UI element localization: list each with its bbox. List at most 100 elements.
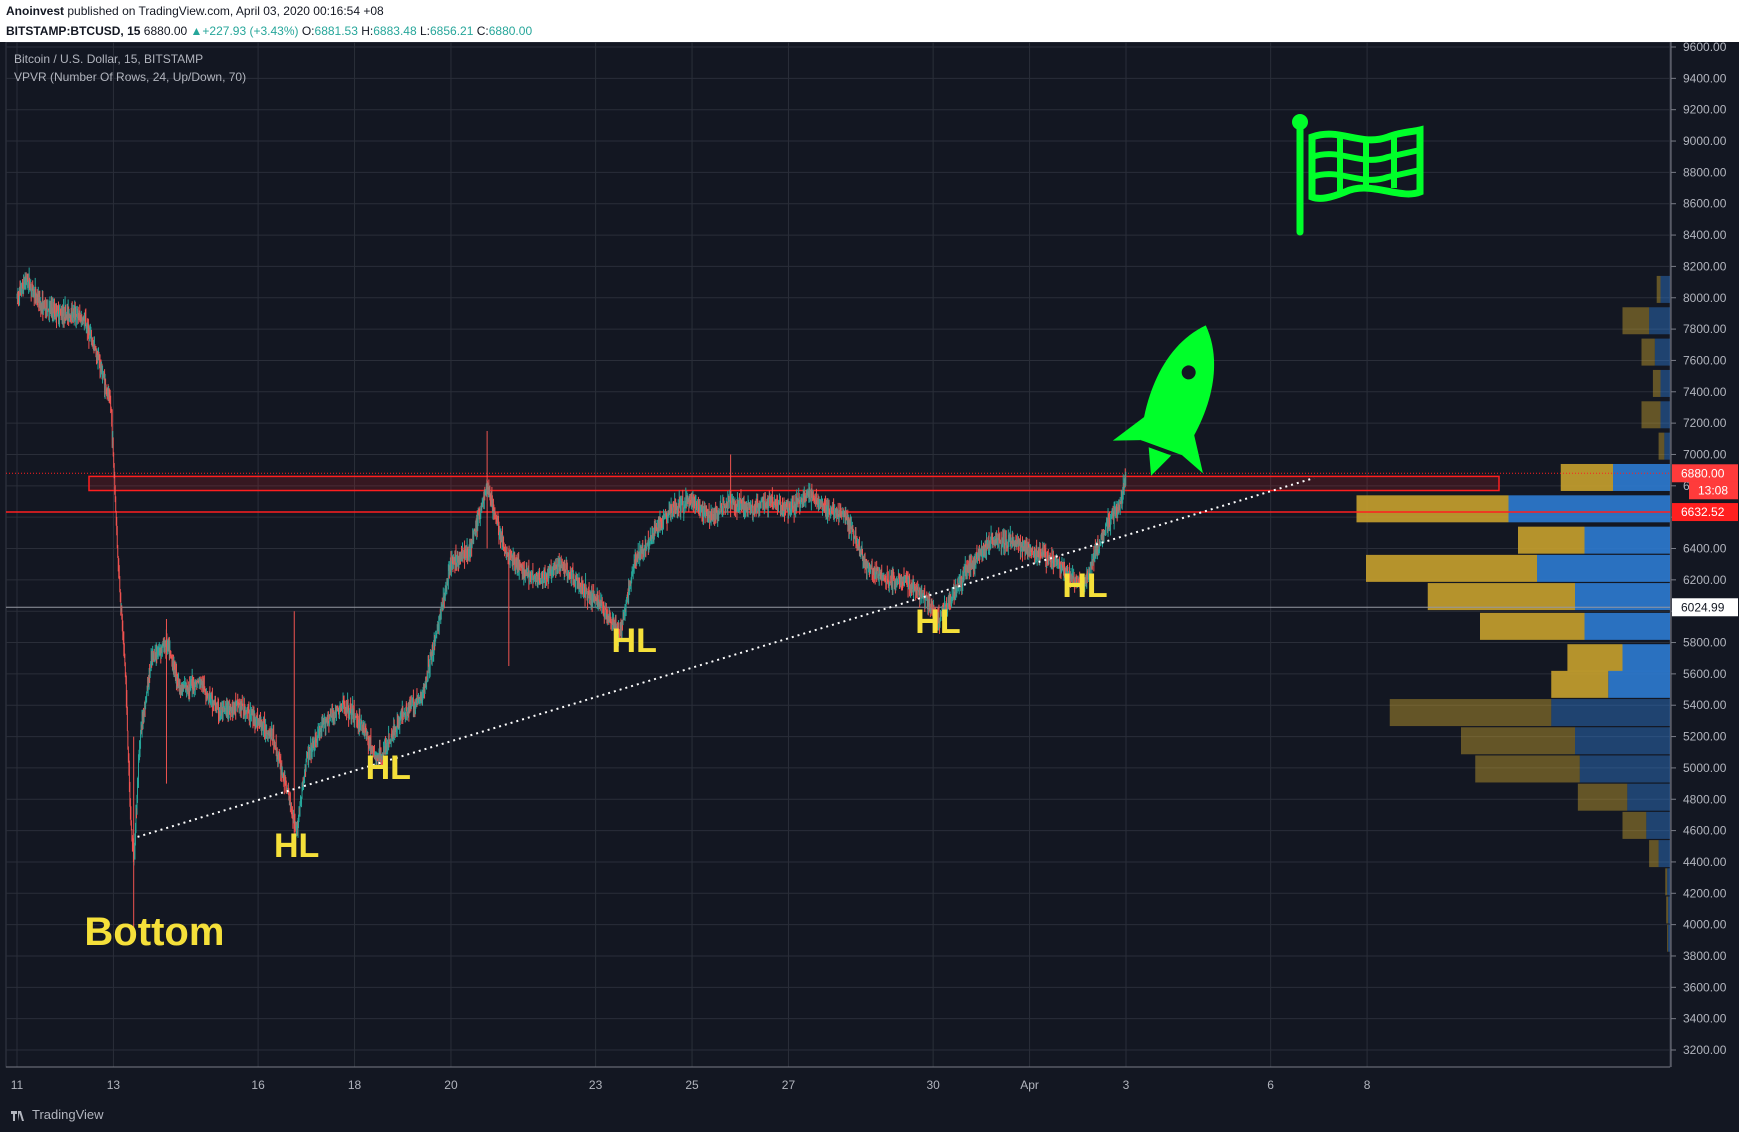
open-label: O:	[301, 24, 315, 38]
volume-profile-up-bar	[1660, 369, 1670, 397]
y-tick-label: 5000.00	[1683, 761, 1727, 775]
volume-profile-up-bar	[1646, 811, 1670, 839]
volume-profile-down-bar	[1641, 401, 1661, 429]
countdown-tag-bg	[1689, 481, 1738, 500]
volume-profile-down-bar	[1649, 840, 1659, 868]
volume-profile-down-bar	[1641, 338, 1655, 366]
y-tick-label: 9400.00	[1683, 71, 1727, 85]
flag-icon	[1292, 114, 1424, 236]
price-change: +227.93 (+3.43%)	[202, 24, 299, 38]
volume-profile-up-bar	[1551, 699, 1670, 727]
trendline[interactable]	[137, 477, 1315, 838]
volume-profile-up-bar	[1627, 783, 1670, 811]
volume-profile-up-bar	[1664, 432, 1670, 460]
volume-profile-down-bar	[1622, 307, 1650, 335]
x-tick-label: 20	[444, 1078, 458, 1092]
author-name[interactable]: Anoinvest	[6, 4, 65, 18]
annotation-label: HL	[915, 603, 960, 641]
x-tick-label: 30	[926, 1078, 940, 1092]
annotation-label: HL	[274, 827, 319, 865]
x-tick-label: 27	[782, 1078, 796, 1092]
volume-profile-down-bar	[1656, 275, 1661, 303]
y-tick-label: 9000.00	[1683, 134, 1727, 148]
x-tick-label: Apr	[1020, 1078, 1039, 1092]
y-tick-label: 4800.00	[1683, 792, 1727, 806]
y-tick-label: 7800.00	[1683, 322, 1727, 336]
crosshair-price-tag-bg	[1672, 598, 1738, 617]
volume-profile-up-bar	[1667, 868, 1670, 896]
volume-profile-up-bar	[1579, 755, 1670, 783]
price-chart[interactable]: 9600.00 9400.00 9200.00 9000.00 8800.00 8600.…	[0, 40, 1739, 1107]
y-tick-label: 6200.00	[1683, 573, 1727, 587]
chart-legend-indicator[interactable]: VPVR (Number Of Rows, 24, Up/Down, 70)	[14, 70, 247, 84]
volume-profile-down-bar	[1480, 612, 1585, 640]
y-tick-label: 8200.00	[1683, 259, 1727, 273]
volume-profile-down-bar	[1622, 811, 1647, 839]
volume-profile-up-bar	[1660, 401, 1670, 429]
close-value: 6880.00	[488, 24, 533, 38]
y-tick-label: 8400.00	[1683, 228, 1727, 242]
y-tick-label: 9200.00	[1683, 103, 1727, 117]
y-tick-label: 7600.00	[1683, 353, 1727, 367]
symbol-name: BITSTAMP:BTCUSD, 15	[6, 24, 141, 38]
low-value: 6856.21	[430, 24, 474, 38]
high-value: 6883.48	[373, 24, 417, 38]
volume-profile-down-bar	[1577, 783, 1628, 811]
y-tick-label: 5600.00	[1683, 667, 1727, 681]
volume-profile-up-bar	[1658, 840, 1670, 868]
x-tick-label: 25	[685, 1078, 699, 1092]
volume-profile-up-bar	[1508, 495, 1670, 523]
y-tick-label: 3200.00	[1683, 1043, 1727, 1057]
y-tick-label: 3400.00	[1683, 1012, 1727, 1026]
y-tick-label: 4000.00	[1683, 918, 1727, 932]
countdown-tag: 13:08	[1698, 483, 1728, 497]
y-tick-label: 8600.00	[1683, 197, 1727, 211]
y-tick-label: 5800.00	[1683, 636, 1727, 650]
y-tick-label: 7200.00	[1683, 416, 1727, 430]
close-label: C:	[476, 24, 489, 38]
volume-profile-up-bar	[1537, 554, 1670, 582]
volume-profile-up-bar	[1668, 924, 1670, 952]
y-tick-label: 5400.00	[1683, 698, 1727, 712]
y-tick-label: 3600.00	[1683, 980, 1727, 994]
y-tick-label: 8800.00	[1683, 165, 1727, 179]
last-price-tag: 6880.00	[1681, 466, 1725, 480]
volume-profile-down-bar	[1427, 583, 1575, 611]
volume-profile-up-bar	[1660, 275, 1670, 303]
crosshair-price-tag: 6024.99	[1681, 600, 1725, 614]
high-label: H:	[361, 24, 374, 38]
y-tick-label: 8000.00	[1683, 291, 1727, 305]
resistance-zone[interactable]	[88, 475, 1500, 492]
open-value: 6881.53	[314, 24, 358, 38]
chart-pane[interactable]: 9600.00 9400.00 9200.00 9000.00 8800.00 8600.…	[0, 40, 1739, 1107]
volume-profile-up-bar	[1654, 338, 1670, 366]
annotation-label: Bottom	[84, 910, 224, 954]
publish-text: published on TradingView.com, April 03, …	[67, 4, 384, 18]
volume-profile-down-bar	[1652, 369, 1661, 397]
x-tick-label: 3	[1123, 1078, 1130, 1092]
volume-profile-down-bar	[1665, 868, 1668, 896]
volume-profile-down-bar	[1567, 644, 1623, 672]
volume-profile-down-bar	[1475, 755, 1580, 783]
footer-brand[interactable]: TradingView	[32, 1107, 104, 1122]
volume-profile-up-bar	[1575, 727, 1670, 755]
y-tick-label: 6400.00	[1683, 542, 1727, 556]
support-price-tag-bg	[1672, 503, 1738, 522]
last-price: 6880.00	[143, 24, 188, 38]
volume-profile-down-bar	[1551, 670, 1609, 698]
volume-profile-down-bar	[1667, 924, 1669, 952]
volume-profile-up-bar	[1622, 644, 1670, 672]
support-price-tag: 6632.52	[1681, 505, 1725, 519]
x-tick-label: 13	[107, 1078, 121, 1092]
volume-profile-up-bar	[1649, 307, 1670, 335]
chart-legend-title: Bitcoin / U.S. Dollar, 15, BITSTAMP	[14, 52, 204, 66]
symbol-info: BITSTAMP:BTCUSD, 15 6880.00 ▲+227.93 (+3…	[0, 20, 1739, 42]
up-arrow-icon: ▲	[190, 24, 203, 38]
volume-profile-down-bar	[1666, 896, 1669, 924]
x-tick-label: 18	[348, 1078, 362, 1092]
y-tick-label: 7000.00	[1683, 447, 1727, 461]
y-tick-label: 3800.00	[1683, 949, 1727, 963]
x-tick-label: 6	[1267, 1078, 1274, 1092]
annotation-label: HL	[366, 749, 411, 787]
y-tick-label: 4200.00	[1683, 886, 1727, 900]
